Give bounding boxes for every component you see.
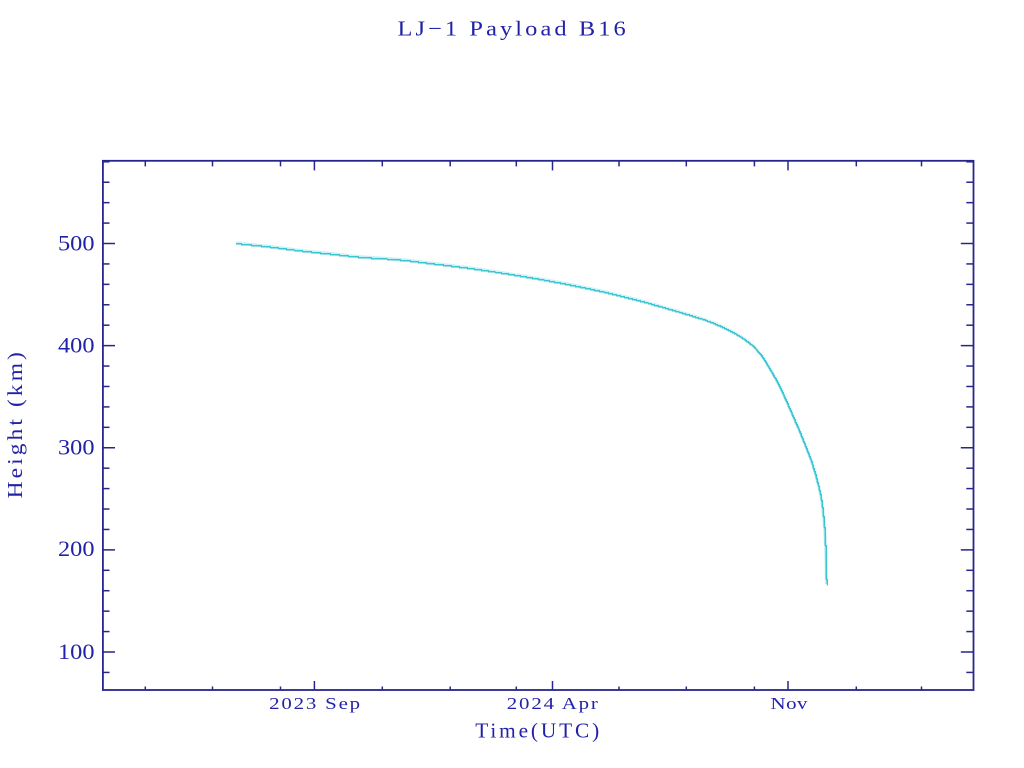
svg-text:300: 300 <box>58 434 95 459</box>
svg-text:500: 500 <box>58 231 95 256</box>
svg-text:200: 200 <box>58 536 95 561</box>
svg-text:LJ−1 Payload B16: LJ−1 Payload B16 <box>397 16 625 40</box>
svg-text:2024 Apr: 2024 Apr <box>507 695 599 713</box>
svg-text:100: 100 <box>58 639 95 664</box>
svg-text:Time(UTC): Time(UTC) <box>475 719 599 743</box>
svg-text:Height (km): Height (km) <box>3 352 27 498</box>
svg-text:2023 Sep: 2023 Sep <box>269 695 360 713</box>
svg-text:Nov: Nov <box>771 695 809 713</box>
svg-text:400: 400 <box>58 332 95 357</box>
